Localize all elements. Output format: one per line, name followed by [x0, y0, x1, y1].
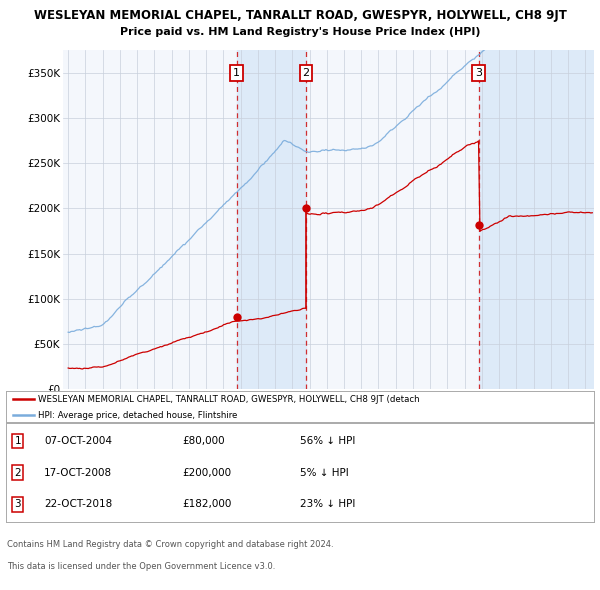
Text: 3: 3	[475, 68, 482, 78]
Text: 1: 1	[233, 68, 240, 78]
Text: HPI: Average price, detached house, Flintshire: HPI: Average price, detached house, Flin…	[38, 411, 238, 419]
Text: 1: 1	[14, 436, 21, 446]
Bar	[236, 50, 306, 389]
Text: 07-OCT-2004: 07-OCT-2004	[44, 436, 112, 446]
Text: 56% ↓ HPI: 56% ↓ HPI	[300, 436, 355, 446]
Text: This data is licensed under the Open Government Licence v3.0.: This data is licensed under the Open Gov…	[7, 562, 275, 571]
Text: £80,000: £80,000	[182, 436, 225, 446]
Text: 17-OCT-2008: 17-OCT-2008	[44, 468, 112, 477]
Text: 23% ↓ HPI: 23% ↓ HPI	[300, 499, 355, 509]
Text: 2: 2	[14, 468, 21, 477]
Text: WESLEYAN MEMORIAL CHAPEL, TANRALLT ROAD, GWESPYR, HOLYWELL, CH8 9JT (detach: WESLEYAN MEMORIAL CHAPEL, TANRALLT ROAD,…	[38, 395, 420, 404]
Text: Contains HM Land Registry data © Crown copyright and database right 2024.: Contains HM Land Registry data © Crown c…	[7, 540, 334, 549]
Text: £182,000: £182,000	[182, 499, 232, 509]
Text: Price paid vs. HM Land Registry's House Price Index (HPI): Price paid vs. HM Land Registry's House …	[120, 27, 480, 37]
Text: WESLEYAN MEMORIAL CHAPEL, TANRALLT ROAD, GWESPYR, HOLYWELL, CH8 9JT: WESLEYAN MEMORIAL CHAPEL, TANRALLT ROAD,…	[34, 9, 566, 22]
Text: £200,000: £200,000	[182, 468, 232, 477]
Text: 22-OCT-2018: 22-OCT-2018	[44, 499, 112, 509]
Bar	[479, 50, 594, 389]
Text: 5% ↓ HPI: 5% ↓ HPI	[300, 468, 349, 477]
Text: 2: 2	[302, 68, 310, 78]
Text: 3: 3	[14, 499, 21, 509]
